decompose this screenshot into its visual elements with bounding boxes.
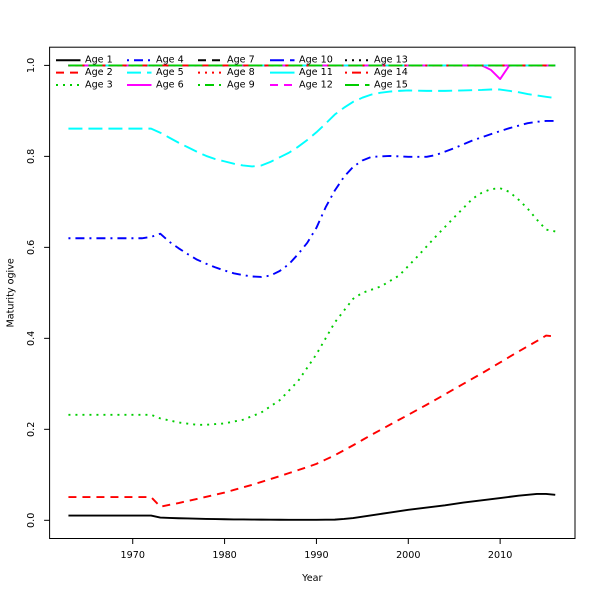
legend-entry-age-11: Age 11 [270, 67, 333, 78]
legend-label-age-9: Age 9 [227, 80, 255, 91]
legend-entry-age-5: Age 5 [127, 67, 184, 78]
series-age-1-line [68, 492, 556, 521]
x-tick-label-2010: 2010 [488, 550, 512, 561]
series-lines [68, 64, 556, 521]
legend-entry-age-15: Age 15 [345, 80, 408, 91]
legend-entry-age-14: Age 14 [345, 67, 408, 78]
legend-entry-age-6: Age 6 [127, 80, 184, 91]
legend-label-age-8: Age 8 [227, 67, 255, 78]
x-tick-label-2000: 2000 [396, 550, 420, 561]
legend-label-age-13: Age 13 [374, 55, 408, 66]
legend-label-age-11: Age 11 [299, 67, 333, 78]
legend-label-age-5: Age 5 [156, 67, 184, 78]
legend-entry-age-12: Age 12 [270, 80, 333, 91]
y-tick-label-1: 0.2 [26, 422, 37, 437]
y-tick-label-3: 0.6 [26, 240, 37, 255]
x-tick-label-1970: 1970 [121, 550, 145, 561]
legend-label-age-1: Age 1 [85, 55, 113, 66]
legend-entry-age-9: Age 9 [198, 80, 255, 91]
legend-entry-age-13: Age 13 [345, 55, 408, 66]
legend-entry-age-8: Age 8 [198, 67, 255, 78]
x-axis-title: Year [301, 573, 322, 584]
x-tick-label-1980: 1980 [212, 550, 236, 561]
plot-box [49, 46, 576, 539]
legend-label-age-4: Age 4 [156, 55, 184, 66]
legend-entry-age-1: Age 1 [56, 55, 113, 66]
legend-label-age-10: Age 10 [299, 55, 333, 66]
legend-label-age-14: Age 14 [374, 67, 408, 78]
y-tick-label-5: 1.0 [26, 58, 37, 73]
legend-label-age-12: Age 12 [299, 80, 333, 91]
series-age-2-line [68, 334, 556, 508]
legend-label-age-2: Age 2 [85, 67, 113, 78]
legend-entry-age-4: Age 4 [127, 55, 184, 66]
legend-entry-age-3: Age 3 [56, 80, 113, 91]
legend-entry-age-2: Age 2 [56, 67, 113, 78]
legend-label-age-15: Age 15 [374, 80, 408, 91]
legend-label-age-3: Age 3 [85, 80, 113, 91]
y-axis: 0.0 0.2 0.4 0.6 0.8 1.0 [26, 58, 50, 528]
legend-label-age-6: Age 6 [156, 80, 184, 91]
x-axis: 1970 1980 1990 2000 2010 [121, 538, 512, 561]
y-tick-label-0: 0.0 [26, 513, 37, 528]
legend-entry-age-7: Age 7 [198, 55, 255, 66]
series-age-5-line [68, 88, 556, 168]
x-tick-label-1990: 1990 [304, 550, 328, 561]
legend-entry-age-10: Age 10 [270, 55, 333, 66]
legend-label-age-7: Age 7 [227, 55, 255, 66]
y-tick-label-2: 0.4 [26, 331, 37, 346]
y-axis-title: Maturity ogive [6, 258, 17, 327]
y-tick-label-4: 0.8 [26, 149, 37, 164]
